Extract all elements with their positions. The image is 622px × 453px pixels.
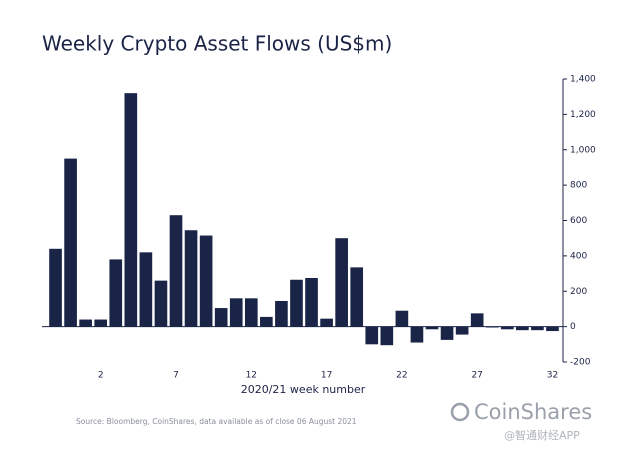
- bar: [485, 326, 499, 328]
- brand-icon: [450, 402, 470, 422]
- x-tick-label: 32: [547, 371, 558, 381]
- bar: [244, 298, 258, 327]
- x-tick-label: 12: [246, 371, 257, 381]
- y-tick-label: 1,200: [570, 110, 596, 120]
- bar: [455, 326, 469, 335]
- x-tick-label: 17: [321, 371, 332, 381]
- bar: [79, 319, 92, 327]
- bar: [305, 277, 318, 327]
- bar: [229, 298, 243, 327]
- bar: [516, 326, 529, 331]
- bar: [139, 252, 153, 327]
- brand: CoinShares: [474, 400, 592, 424]
- bar: [425, 326, 439, 330]
- chart-title: Weekly Crypto Asset Flows (US$m): [42, 32, 392, 56]
- bar: [124, 93, 138, 327]
- bar: [470, 313, 484, 327]
- bar: [531, 326, 544, 331]
- y-tick-label: 400: [570, 251, 587, 261]
- bar: [410, 326, 424, 343]
- y-tick-label: 1,400: [570, 75, 596, 85]
- x-tick-label: 2: [98, 371, 104, 381]
- x-tick-label: 27: [471, 371, 482, 381]
- y-tick-label: 800: [570, 181, 587, 191]
- y-tick-label: 600: [570, 216, 587, 226]
- bar: [290, 279, 303, 327]
- bar: [109, 259, 123, 327]
- bar: [335, 238, 348, 327]
- bar: [440, 326, 454, 340]
- bar: [184, 230, 198, 327]
- bar: [546, 326, 559, 332]
- bar: [64, 158, 77, 327]
- y-tick-label: 1,000: [570, 145, 596, 155]
- y-tick-label: 200: [570, 287, 587, 297]
- bar: [49, 248, 62, 327]
- x-axis-label: 2020/21 week number: [241, 383, 366, 396]
- bar: [275, 300, 288, 327]
- bar: [169, 215, 183, 327]
- bar: [214, 308, 228, 327]
- bar: [395, 310, 409, 327]
- bar: [154, 280, 168, 327]
- source: Source: Bloomberg, CoinShares, data avai…: [76, 417, 357, 426]
- bar: [500, 326, 514, 330]
- bar: [350, 267, 364, 327]
- x-tick-label: 22: [396, 371, 407, 381]
- bar: [380, 326, 394, 346]
- bar: [199, 235, 213, 327]
- y-tick-label: -200: [570, 358, 591, 368]
- bar: [260, 316, 273, 327]
- watermark: @智通财经APP: [504, 428, 580, 442]
- bar: [94, 319, 108, 327]
- bar: [365, 326, 379, 345]
- x-tick-label: 7: [173, 371, 179, 381]
- y-tick-label: 0: [570, 322, 576, 332]
- bar: [320, 318, 333, 327]
